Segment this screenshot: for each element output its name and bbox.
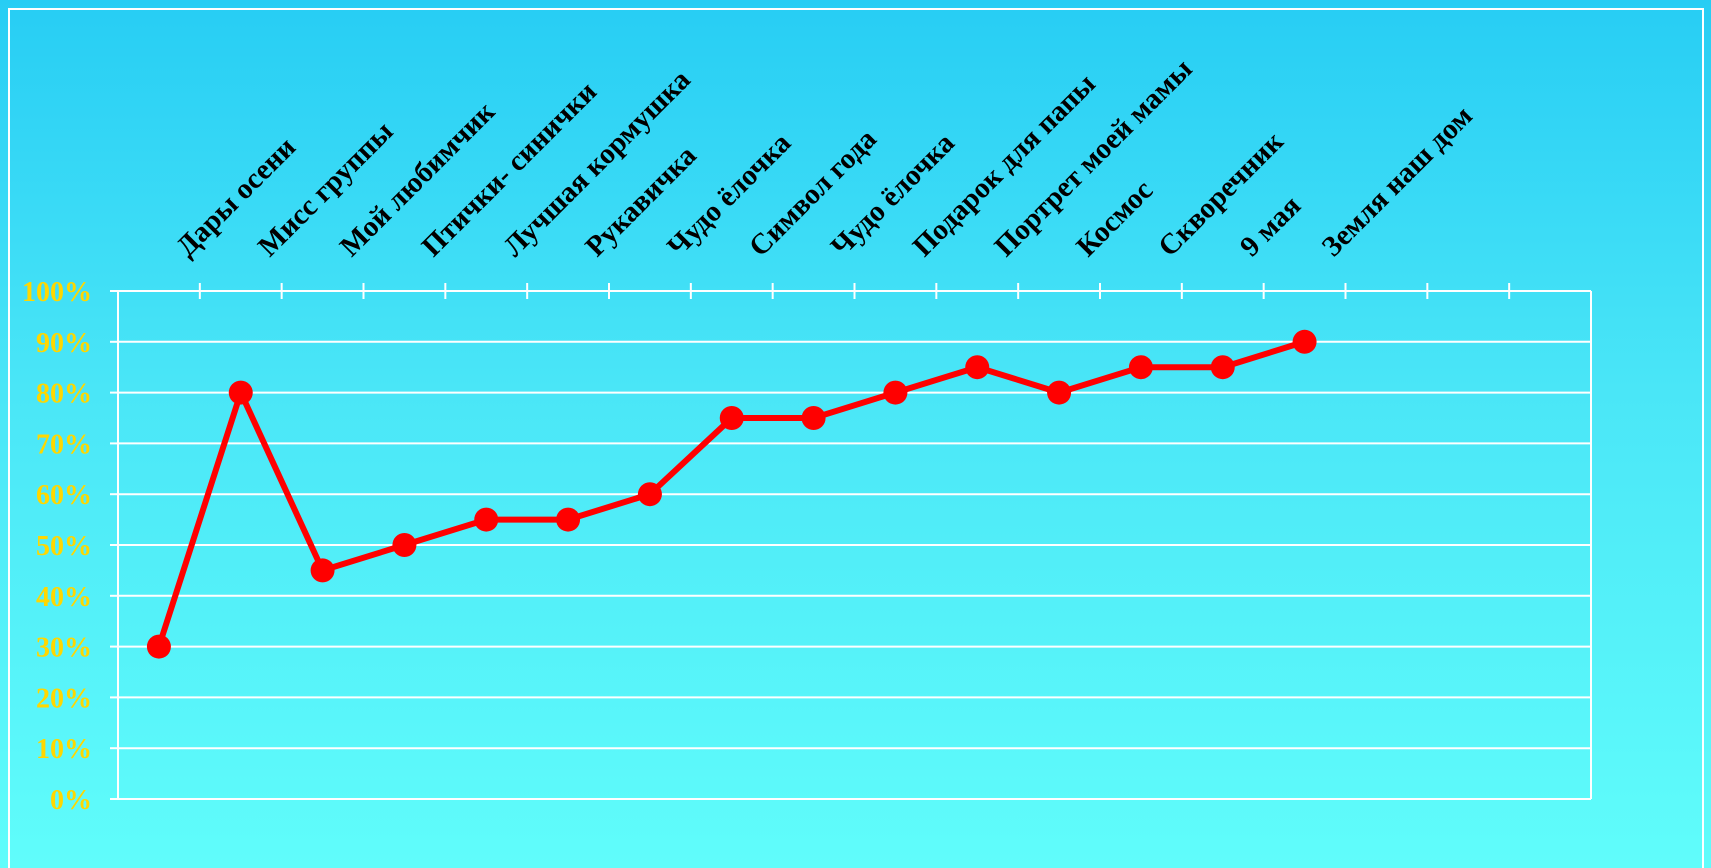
- x-category-label: 9 мая: [1234, 190, 1307, 263]
- data-point: [392, 533, 417, 557]
- data-point: [310, 558, 335, 583]
- y-tick-label: 70%: [36, 429, 92, 460]
- y-tick-label: 50%: [36, 531, 92, 562]
- y-tick-label: 90%: [36, 328, 92, 359]
- slide-frame: [8, 8, 1704, 868]
- data-point: [801, 406, 826, 430]
- y-tick-label: 30%: [36, 633, 92, 664]
- data-point: [1047, 380, 1072, 405]
- y-tick-label: 10%: [36, 734, 92, 765]
- y-tick-label: 20%: [36, 683, 92, 714]
- y-tick-label: 0%: [50, 785, 92, 816]
- y-tick-label: 80%: [36, 379, 92, 410]
- y-tick-label: 100%: [22, 277, 92, 308]
- data-point: [883, 380, 908, 405]
- data-point: [637, 482, 662, 507]
- data-point: [1128, 355, 1153, 380]
- data-point: [965, 355, 990, 380]
- data-point: [228, 380, 253, 405]
- x-category-label: Земля наш дом: [1316, 100, 1479, 263]
- series-points: [146, 329, 1317, 659]
- y-tick-label: 60%: [36, 480, 92, 511]
- data-point: [474, 507, 499, 532]
- data-point: [146, 634, 171, 659]
- data-point: [719, 406, 744, 430]
- y-tick-label: 40%: [36, 582, 92, 613]
- data-point: [1210, 355, 1235, 380]
- data-point: [556, 507, 581, 532]
- y-axis-ticks: 0% 10% 20% 30% 40% 50% 60% 70% 80% 90% 100%: [22, 277, 92, 816]
- data-point: [1292, 329, 1317, 354]
- grid-lines: [110, 283, 1592, 800]
